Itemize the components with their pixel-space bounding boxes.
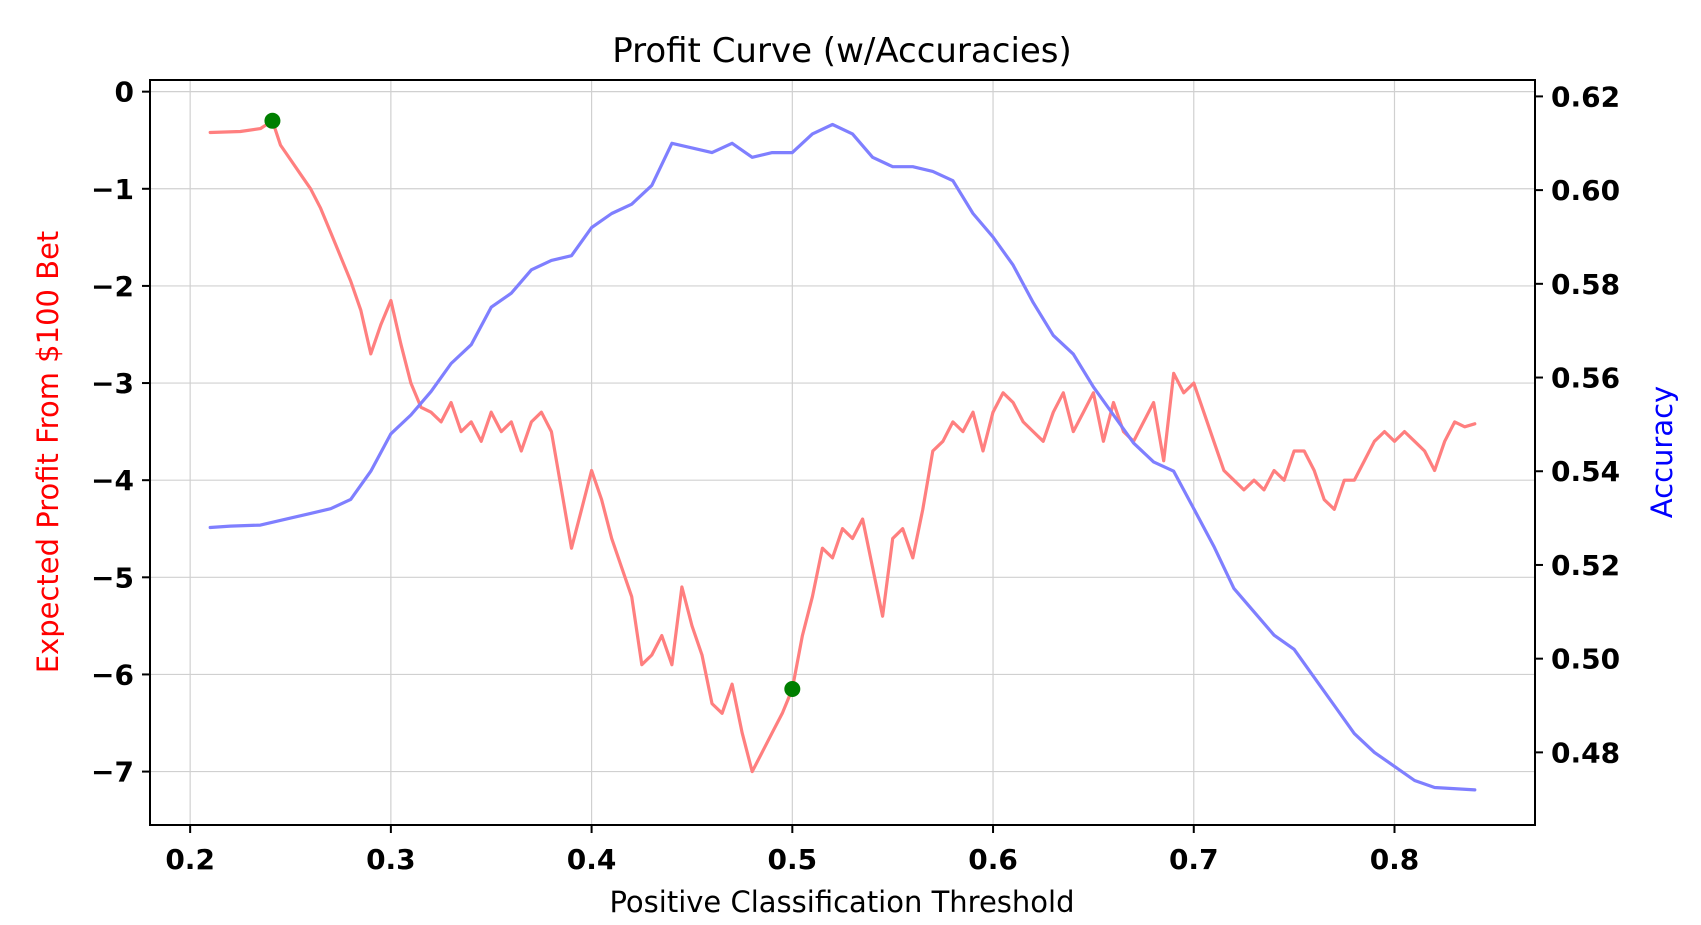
x-tick-label: 0.4	[567, 843, 617, 876]
x-tick-label: 0.8	[1370, 843, 1420, 876]
grid-layer	[150, 80, 1535, 825]
y-right-tick-label: 0.48	[1551, 736, 1620, 769]
y-axis-right: 0.48 0.50 0.52 0.54 0.56 0.58 0.60 0.62	[1535, 80, 1620, 769]
x-tick-label: 0.3	[366, 843, 416, 876]
y-left-tick-label: −4	[91, 464, 134, 497]
series-layer	[208, 119, 1477, 792]
y-axis-label-left: Expected Profit From $100 Bet	[31, 231, 65, 674]
y-right-tick-label: 0.56	[1551, 362, 1620, 395]
profit-series-line	[208, 119, 1477, 774]
y-left-tick-label: 0	[115, 76, 134, 109]
y-axis-left: 0 −1 −2 −3 −4 −5 −6 −7	[91, 76, 150, 789]
y-axis-label-right: Accuracy	[1645, 386, 1679, 518]
y-right-tick-label: 0.50	[1551, 643, 1620, 676]
x-tick-label: 0.7	[1169, 843, 1219, 876]
y-left-tick-label: −6	[91, 658, 134, 691]
y-right-tick-label: 0.58	[1551, 268, 1620, 301]
y-left-tick-label: −7	[91, 756, 134, 789]
y-right-tick-label: 0.62	[1551, 80, 1620, 113]
y-left-tick-label: −5	[91, 561, 134, 594]
highlight-point	[784, 681, 801, 698]
accuracy-series-line	[208, 122, 1477, 792]
plot-frame	[149, 79, 1536, 826]
y-right-tick-label: 0.60	[1551, 174, 1620, 207]
y-right-tick-label: 0.52	[1551, 549, 1620, 582]
x-axis-label: Positive Classification Threshold	[609, 885, 1074, 919]
highlight-point	[264, 112, 281, 129]
y-left-tick-label: −3	[91, 367, 134, 400]
x-tick-label: 0.2	[165, 843, 215, 876]
y-left-tick-label: −2	[91, 270, 134, 303]
x-axis: 0.2 0.3 0.4 0.5 0.6 0.7 0.8	[165, 825, 1419, 876]
chart-title: Profit Curve (w/Accuracies)	[612, 31, 1072, 71]
x-tick-label: 0.6	[968, 843, 1018, 876]
marker-layer	[264, 112, 801, 698]
y-right-tick-label: 0.54	[1551, 455, 1620, 488]
x-tick-label: 0.5	[768, 843, 818, 876]
y-left-tick-label: −1	[91, 173, 134, 206]
